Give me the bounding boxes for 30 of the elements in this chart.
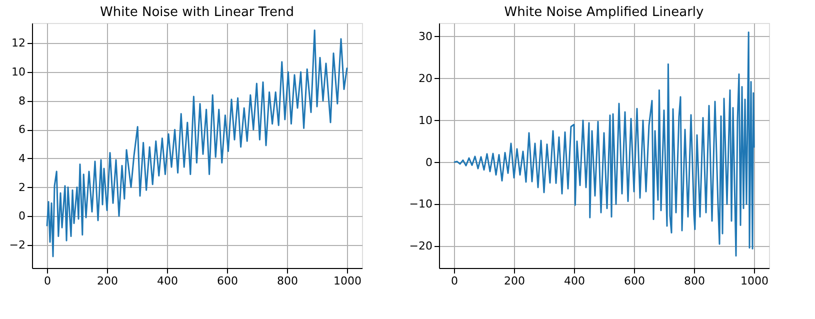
y-tick-label: −10 [409,198,432,211]
x-tick-label: 800 [277,274,298,288]
x-tick-label: 400 [157,274,178,288]
y-tick-label: 10 [418,114,432,127]
y-tick-label: 0 [18,210,26,223]
y-tick-label: −20 [409,240,432,253]
y-tick-label: 12 [12,36,26,50]
line-series [46,29,348,258]
chart-title: White Noise with Linear Trend [100,5,294,20]
x-tick-label: 1000 [740,274,768,288]
x-tick-label: 800 [684,274,705,288]
y-tick-label: 4 [18,152,26,165]
x-tick-label: 600 [217,274,238,288]
y-tick-label: 10 [12,66,26,78]
x-tick-label: 600 [624,274,645,288]
line-series [453,31,755,257]
x-tick-label: 0 [451,274,458,288]
y-tick-label: 8 [18,94,26,108]
y-tick-label: 30 [418,30,432,43]
y-tick-label: 20 [418,72,432,85]
x-tick-label: 200 [504,274,525,288]
x-tick-label: 400 [564,274,585,288]
chart-title: White Noise Amplified Linearly [504,5,704,20]
y-tick-label: 0 [426,156,432,169]
y-tick-label: 6 [18,123,26,136]
x-tick-label: 1000 [334,274,362,288]
x-tick-label: 200 [97,274,118,288]
y-tick-label: −2 [9,238,26,252]
x-tick-label: 0 [44,274,51,288]
y-tick-label: 2 [18,180,26,194]
